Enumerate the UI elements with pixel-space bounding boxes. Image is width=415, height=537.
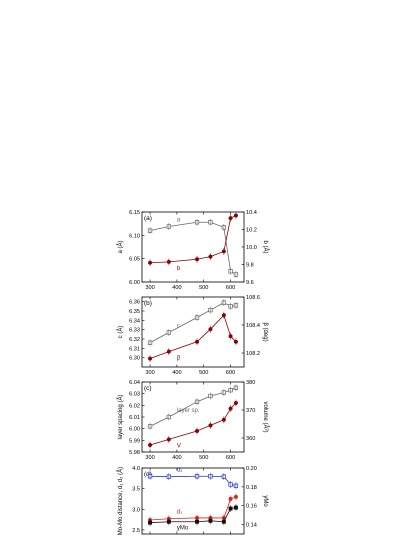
x-tick-label: 600 bbox=[226, 285, 235, 291]
left-axis-label: Mo-Mo distance, d₁ d₂ (Å) bbox=[117, 467, 124, 535]
x-tick-label: 500 bbox=[199, 285, 208, 291]
x-tick-label: 300 bbox=[145, 285, 154, 291]
right-tick-label: 360 bbox=[246, 436, 255, 442]
right-tick-label: 108.6 bbox=[246, 295, 260, 301]
left-axis-label: c (Å) bbox=[117, 326, 124, 339]
right-axis-label: β (deg) bbox=[262, 322, 268, 341]
series-label: V bbox=[177, 443, 181, 449]
right-tick-label: 10.4 bbox=[246, 210, 257, 216]
left-tick-label: 6.15 bbox=[129, 210, 140, 216]
left-tick-label: 6.01 bbox=[129, 415, 140, 421]
x-tick-label: 500 bbox=[199, 370, 208, 376]
left-tick-label: 5.98 bbox=[129, 450, 140, 456]
x-tick-label: 600 bbox=[226, 370, 235, 376]
left-tick-label: 6.03 bbox=[129, 392, 140, 398]
right-tick-label: 380 bbox=[246, 380, 255, 386]
panel-label: (a) bbox=[144, 215, 152, 222]
x-tick-label: 400 bbox=[172, 285, 181, 291]
x-tick-label: 400 bbox=[172, 455, 181, 461]
left-tick-label: 6.05 bbox=[129, 257, 140, 263]
left-tick-label: 6.31 bbox=[129, 346, 140, 352]
right-tick-label: 0.20 bbox=[246, 466, 257, 472]
left-tick-label: 6.33 bbox=[129, 328, 140, 334]
right-axis-label: volume (Å³) bbox=[262, 401, 269, 432]
left-tick-label: 6.30 bbox=[129, 356, 140, 362]
left-tick-label: 6.04 bbox=[129, 380, 140, 386]
left-tick-label: 6.35 bbox=[129, 309, 140, 315]
series-label: a bbox=[177, 217, 181, 223]
series-line bbox=[149, 314, 237, 359]
left-tick-label: 3.0 bbox=[132, 507, 140, 513]
left-tick-label: 6.02 bbox=[129, 403, 140, 409]
series-label: c bbox=[177, 323, 180, 329]
x-tick-label: 500 bbox=[199, 455, 208, 461]
panel-label: (b) bbox=[144, 300, 152, 307]
right-tick-label: 10.0 bbox=[246, 245, 257, 251]
left-tick-label: 6.36 bbox=[129, 300, 140, 306]
x-tick-label: 300 bbox=[145, 370, 154, 376]
left-tick-label: 6.00 bbox=[129, 427, 140, 433]
panel-frame bbox=[141, 296, 245, 368]
series-line bbox=[149, 221, 237, 275]
series-label: yMo bbox=[177, 526, 189, 532]
left-tick-label: 3.5 bbox=[132, 487, 140, 493]
left-tick-label: 2.5 bbox=[132, 528, 140, 534]
panel-frame bbox=[141, 381, 245, 453]
panel-frame bbox=[141, 467, 245, 535]
right-tick-label: 10.2 bbox=[246, 228, 257, 234]
left-tick-label: 6.32 bbox=[129, 337, 140, 343]
series-label: d₁ bbox=[177, 510, 182, 516]
right-tick-label: 0.14 bbox=[246, 523, 257, 529]
left-axis-label: layer spacing (Å) bbox=[117, 394, 124, 439]
right-tick-label: 0.18 bbox=[246, 485, 257, 491]
right-tick-label: 108.4 bbox=[246, 323, 260, 329]
series-line bbox=[149, 302, 237, 344]
right-axis-label: b (Å) bbox=[262, 240, 269, 253]
right-tick-label: 0.16 bbox=[246, 504, 257, 510]
x-tick-label: 300 bbox=[145, 455, 154, 461]
right-tick-label: 9.8 bbox=[246, 263, 254, 269]
right-axis-label: yMo bbox=[262, 495, 268, 507]
series-label: β bbox=[177, 356, 181, 362]
left-tick-label: 6.00 bbox=[129, 280, 140, 286]
panel-label: (c) bbox=[144, 385, 152, 392]
left-tick-label: 6.10 bbox=[129, 233, 140, 239]
series-label: b bbox=[177, 266, 181, 272]
left-tick-label: 4.0 bbox=[132, 466, 140, 472]
left-tick-label: 6.34 bbox=[129, 318, 140, 324]
series-label: d₂ bbox=[177, 468, 183, 474]
x-tick-label: 600 bbox=[226, 455, 235, 461]
x-tick-label: 400 bbox=[172, 370, 181, 376]
left-axis-label: a (Å) bbox=[117, 240, 124, 253]
left-tick-label: 5.99 bbox=[129, 438, 140, 444]
right-tick-label: 108.2 bbox=[246, 351, 260, 357]
right-tick-label: 9.6 bbox=[246, 280, 254, 286]
right-tick-label: 370 bbox=[246, 408, 255, 414]
series-label: layer sp. bbox=[177, 408, 200, 414]
